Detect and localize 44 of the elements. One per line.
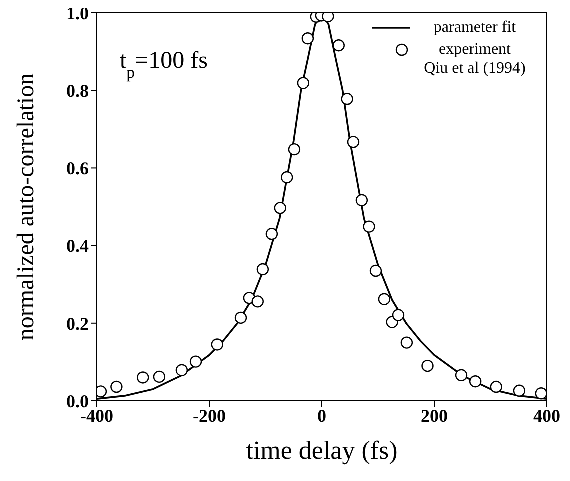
point xyxy=(332,39,345,52)
point xyxy=(455,369,468,382)
x-tick-label: 200 xyxy=(421,406,448,426)
point xyxy=(256,263,270,276)
point xyxy=(370,264,382,278)
y-tick-label: 0.6 xyxy=(66,158,89,179)
point xyxy=(356,194,368,207)
point xyxy=(176,364,188,376)
point xyxy=(288,143,301,156)
y-tick-label: 0.4 xyxy=(66,236,89,256)
point xyxy=(469,376,482,388)
x-tick-label: 0 xyxy=(318,406,326,426)
point xyxy=(535,388,547,400)
point xyxy=(363,220,376,233)
point xyxy=(234,312,248,324)
point xyxy=(137,372,150,384)
x-tick-label: -200 xyxy=(193,406,226,426)
point xyxy=(297,77,310,90)
y-tick-label: 0.0 xyxy=(66,391,89,412)
point xyxy=(490,380,502,394)
point xyxy=(274,202,286,214)
point xyxy=(190,356,202,368)
point xyxy=(211,338,224,351)
y-tick-label: 0.2 xyxy=(66,314,89,334)
point xyxy=(422,360,434,372)
point xyxy=(110,380,123,394)
x-tick-label: 400 xyxy=(534,406,560,426)
point xyxy=(302,32,314,45)
point xyxy=(153,370,166,384)
legend-label: parameter fit xyxy=(432,18,518,37)
legend-label: experiment Qiu et al (1994) xyxy=(423,40,527,78)
point xyxy=(378,293,391,306)
point xyxy=(347,136,360,148)
y-axis-title: normalized auto-correlation xyxy=(14,73,40,341)
point xyxy=(266,228,278,240)
annotation: t$_{p}$=100 fs xyxy=(120,48,208,82)
point xyxy=(341,93,354,106)
x-axis-title: time delay (fs) xyxy=(246,436,398,465)
y-tick-label: 0.8 xyxy=(66,80,89,101)
point xyxy=(281,171,294,184)
point xyxy=(400,336,414,349)
point xyxy=(513,384,526,398)
point xyxy=(252,296,264,308)
point xyxy=(392,309,405,322)
